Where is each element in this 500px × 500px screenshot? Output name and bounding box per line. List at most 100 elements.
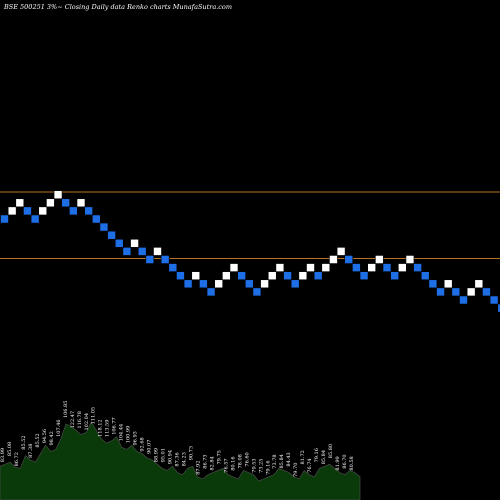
volume-label: 76.60 [244,452,250,466]
renko-brick-down [436,287,445,297]
volume-label: 85.84 [279,454,285,468]
renko-brick-up [336,247,346,256]
volume-label: 106.85 [63,401,69,419]
renko-brick-up [222,271,231,281]
renko-brick-down [176,271,185,281]
volume-label: 79.75 [216,450,222,464]
volume-label: 86.73 [202,454,208,468]
renko-brick-down [69,206,78,216]
volume-label: 76.74 [307,458,313,472]
renko-brick-up [466,287,476,297]
volume-label: 85.52 [35,433,41,447]
renko-brick-down [283,271,292,281]
volume-label: 79.16 [314,448,320,462]
volume-label: 102.04 [84,413,90,431]
renko-brick-up [321,263,331,272]
renko-brick-down [290,279,300,289]
renko-brick-down [344,255,354,264]
renko-brick-down [168,263,178,272]
volume-label: 85.84 [321,450,327,464]
volume-label: 122.47 [70,411,76,429]
renko-brick-up [474,279,484,289]
renko-brick-down [482,287,491,297]
renko-brick-down [61,198,71,208]
volume-label: 79.16 [265,460,271,474]
renko-brick-up [191,271,201,281]
renko-brick-up [405,255,415,264]
volume-label: 85.08 [7,442,13,456]
volume-label: 96.93 [133,431,139,445]
volume-label: 92.68 [140,437,146,451]
renko-brick-down [382,263,392,272]
renko-brick-down [459,295,468,305]
renko-brick-down [313,271,323,281]
renko-bricks [0,190,500,313]
volume-label: 113.59 [105,420,111,438]
renko-brick-up [229,263,239,272]
renko-brick-down [413,263,422,272]
renko-brick-down [206,287,216,297]
renko-brick-up [76,198,86,208]
volume-label: 79.53 [251,458,257,472]
renko-brick-up [375,255,384,264]
renko-brick-down [137,247,147,256]
renko-brick-up [7,206,17,216]
renko-brick-up [46,198,55,208]
renko-brick-down [92,214,101,224]
volume-label: 73.25 [258,459,264,473]
volume-label: 82.84 [209,456,215,470]
renko-brick-down [199,279,208,289]
renko-brick-down [497,303,500,313]
renko-brick-down [145,255,155,264]
volume-label: 86.72 [14,452,20,466]
renko-brick-down [122,247,132,256]
renko-brick-down [428,279,438,289]
renko-brick-up [397,263,407,272]
volume-label: 88.99 [154,448,160,462]
renko-brick-down [489,295,499,305]
volume-label: 84.23 [182,452,188,466]
renko-brick-down [352,263,361,272]
renko-brick-down [237,271,246,281]
renko-brick-down [114,238,124,248]
renko-brick-down [359,271,369,281]
renko-brick-down [160,255,170,264]
volume-label: 81.99 [335,456,341,470]
renko-brick-up [443,279,453,289]
renko-brick-down [252,287,262,297]
renko-brick-up [260,279,269,289]
volume-label: 100.99 [126,426,132,444]
renko-brick-down [183,279,193,289]
renko-brick-down [420,271,430,281]
renko-brick-up [15,198,25,208]
volume-label: 76.57 [223,458,229,472]
renko-brick-up [130,238,139,248]
volume-label: 80.16 [230,456,236,470]
volume-label: 79.70 [293,463,299,477]
renko-brick-up [267,271,277,281]
volume-label: 86.70 [342,454,348,468]
renko-brick-down [107,230,116,240]
volume-label: 118.12 [98,419,104,437]
volume-label: 87.36 [175,452,181,466]
renko-brick-up [329,255,338,264]
renko-brick-up [306,263,315,272]
volume-label: 87.38 [28,444,34,458]
chart-title: BSE 500251 3%~ Closing Daily data Renko … [3,3,232,11]
volume-label: 85.80 [328,444,334,458]
volume-label: 116.78 [77,411,83,429]
renko-brick-up [153,247,162,256]
renko-brick-up [53,190,63,200]
volume-label: 90.73 [189,446,195,460]
volume-label: 83.99 [0,448,6,462]
renko-brick-down [0,214,9,224]
renko-brick-up [38,206,48,216]
renko-brick-up [367,263,377,272]
volume-label: 85.52 [21,435,27,449]
renko-brick-up [214,279,223,289]
volume-label: 107.46 [56,419,62,437]
renko-brick-up [298,271,308,281]
